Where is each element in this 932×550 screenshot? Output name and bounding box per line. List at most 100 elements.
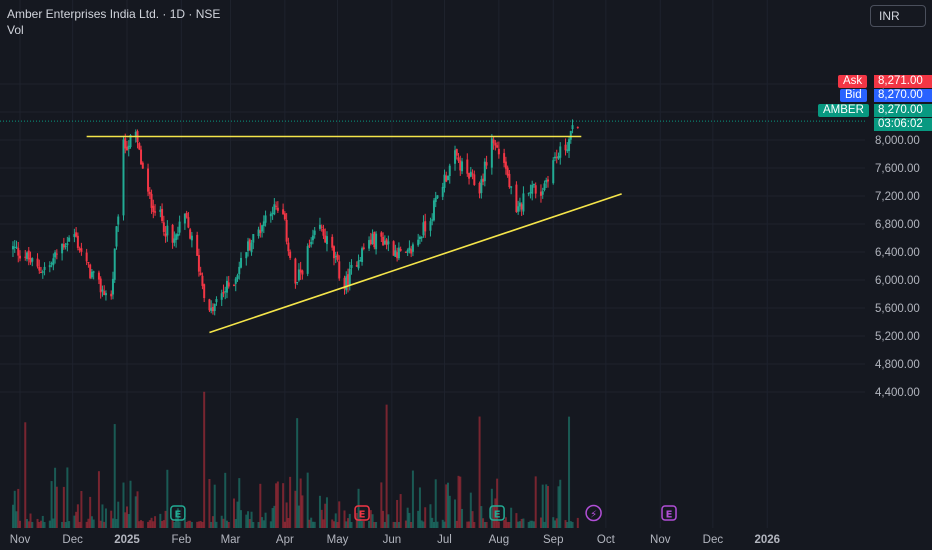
volume-bar: [211, 516, 214, 528]
candle-body: [271, 212, 274, 214]
volume-bar: [62, 486, 65, 528]
volume-bar: [11, 504, 14, 528]
volume-bar: [322, 519, 325, 528]
candle-body: [24, 256, 27, 258]
volume-bars: [11, 391, 579, 528]
candle-body: [459, 160, 462, 171]
volume-bar: [122, 482, 125, 528]
volume-bar: [54, 467, 57, 528]
time-tick-label: Jul: [437, 534, 452, 546]
volume-indicator-label[interactable]: Vol: [7, 23, 24, 37]
candle-body: [73, 234, 76, 237]
volume-bar: [259, 483, 262, 528]
candle-body: [115, 226, 118, 247]
candle-body: [187, 217, 190, 228]
volume-bar: [126, 506, 128, 528]
candles: [11, 119, 579, 316]
candle-body: [199, 272, 202, 276]
candle-body: [311, 235, 314, 241]
volume-bar: [19, 520, 21, 528]
candle-body: [555, 157, 558, 159]
volume-bar: [343, 510, 346, 528]
candle-body: [348, 268, 351, 285]
event-marker-earnings[interactable]: E: [170, 505, 186, 521]
volume-bar: [38, 521, 41, 528]
volume-bar: [275, 483, 278, 528]
volume-bar: [262, 520, 265, 528]
volume-bar: [552, 517, 555, 528]
candle-body: [429, 221, 432, 231]
candle-body: [62, 244, 65, 248]
volume-bar: [518, 521, 521, 528]
candle-body: [247, 241, 250, 251]
candle-body: [52, 258, 55, 266]
candle-body: [382, 236, 385, 246]
time-tick-label: Nov: [650, 534, 671, 546]
candle-body: [234, 278, 237, 284]
volume-bar: [176, 508, 179, 528]
volume-bar: [473, 521, 476, 528]
volume-bar: [469, 492, 472, 528]
event-marker-label: E: [174, 510, 181, 521]
volume-bar: [382, 510, 385, 528]
volume-bar: [397, 521, 400, 528]
volume-bar: [257, 521, 260, 528]
volume-bar: [264, 512, 267, 528]
volume-bar: [13, 490, 16, 528]
candle-body: [559, 146, 562, 158]
volume-bar: [175, 518, 178, 528]
candle-body: [197, 255, 200, 272]
last-price-label: 8,270.00: [874, 104, 932, 117]
candle-body: [287, 242, 290, 252]
candle-body: [189, 229, 192, 239]
volume-bar: [171, 519, 174, 528]
volume-bar: [410, 521, 413, 528]
symbol-title[interactable]: Amber Enterprises India Ltd. · 1D · NSE: [7, 7, 221, 21]
event-marker-earnings-upcoming[interactable]: E: [661, 505, 677, 521]
candle-body: [503, 153, 506, 163]
volume-bar: [441, 519, 444, 528]
volume-bar: [325, 497, 328, 528]
price-tick-label: 7,200.00: [875, 191, 920, 203]
event-marker-earnings[interactable]: E: [489, 505, 505, 521]
candle-body: [518, 202, 521, 207]
time-axis[interactable]: Nov Dec 2025 Feb Mar Apr May Jun Jul Aug Sep Oct Nov…: [10, 534, 780, 546]
volume-bar: [52, 518, 55, 528]
candle-body: [418, 236, 421, 240]
candle-body: [497, 148, 500, 155]
currency-button[interactable]: INR: [870, 5, 926, 27]
volume-bar: [490, 488, 493, 528]
volume-bar: [420, 520, 423, 528]
candle-body: [480, 179, 483, 193]
event-marker-dividend-icon[interactable]: ⚡: [585, 504, 602, 522]
candle-body: [227, 282, 230, 287]
volume-bar: [40, 520, 43, 528]
volume-bar: [129, 480, 132, 528]
candle-body: [222, 291, 225, 294]
candle-body: [368, 240, 371, 249]
support-trendline[interactable]: [209, 193, 622, 334]
volume-bar: [99, 520, 102, 528]
volume-bar: [454, 499, 457, 528]
volume-bar: [43, 521, 46, 528]
candle-body: [576, 126, 579, 128]
candle-body: [211, 307, 214, 312]
time-tick-label: Oct: [597, 534, 616, 546]
candle-body: [262, 221, 265, 227]
candle-body: [417, 239, 420, 246]
candle-body: [48, 265, 51, 268]
volume-bar: [115, 519, 118, 528]
event-markers: E E E ⚡ E: [170, 504, 677, 522]
volume-bar: [531, 520, 534, 528]
bid-price-label: 8,270.00: [874, 89, 932, 102]
volume-bar: [299, 478, 302, 528]
volume-bar: [76, 504, 79, 528]
volume-bar: [210, 521, 213, 528]
volume-bar: [361, 521, 364, 528]
event-marker-earnings[interactable]: E: [354, 505, 370, 521]
candle-body: [75, 232, 78, 237]
volume-bar: [576, 517, 579, 528]
candle-body: [40, 272, 43, 274]
volume-bar: [380, 482, 383, 528]
